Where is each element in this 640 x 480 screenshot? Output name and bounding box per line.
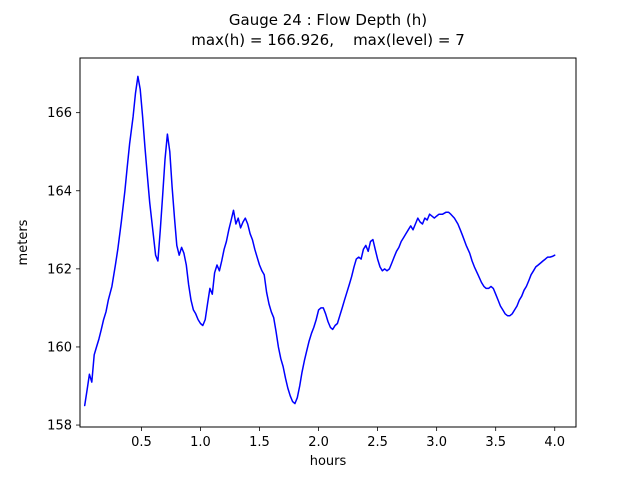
x-tick-label: 2.0	[308, 435, 329, 450]
x-tick-label: 1.5	[249, 435, 270, 450]
x-tick-label: 4.0	[544, 435, 565, 450]
chart-subtitle: max(h) = 166.926, max(level) = 7	[191, 31, 465, 49]
y-tick-label: 166	[47, 106, 72, 121]
y-axis-label: meters	[16, 219, 31, 265]
y-tick-label: 164	[47, 184, 72, 199]
y-tick-label: 158	[47, 419, 72, 434]
x-tick-label: 2.5	[367, 435, 388, 450]
chart-title: Gauge 24 : Flow Depth (h)	[228, 11, 428, 29]
axes-spines	[79, 57, 577, 428]
x-tick-label: 0.5	[131, 435, 152, 450]
x-axis-label: hours	[310, 454, 347, 469]
flow-depth-line	[83, 75, 556, 407]
x-tick-label: 1.0	[190, 435, 211, 450]
y-tick-label: 160	[47, 340, 72, 355]
y-tick-label: 162	[47, 262, 72, 277]
x-tick-label: 3.5	[485, 435, 506, 450]
x-tick-label: 3.0	[426, 435, 447, 450]
